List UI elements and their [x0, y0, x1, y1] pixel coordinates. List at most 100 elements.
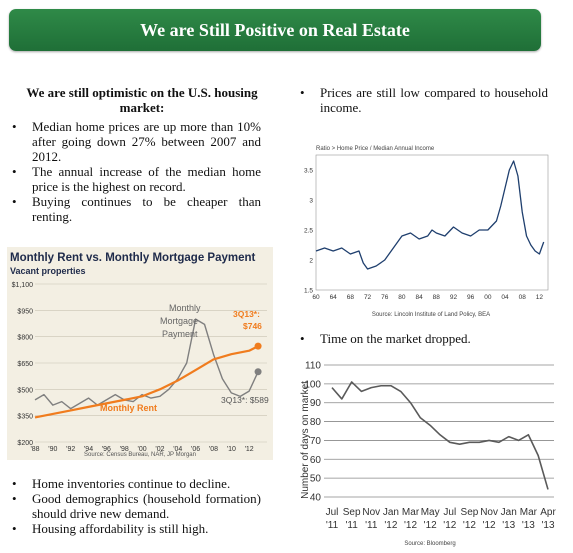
mortgage-series-line	[34, 318, 259, 410]
left-bullet-3: Buying continues to be cheaper than rent…	[8, 194, 261, 224]
x-tick-label: 72	[364, 294, 372, 301]
x-tick-month: May	[421, 507, 440, 518]
x-tick-year: '11	[326, 520, 339, 531]
y-tick-label: 90	[310, 398, 322, 409]
x-tick-label: 76	[381, 294, 389, 301]
right-bullet-1: Prices are still low compared to househo…	[296, 85, 548, 115]
left-bullet-1: Median home prices are up more than 10% …	[8, 119, 261, 164]
y-tick-label: $800	[17, 335, 33, 342]
x-tick-year: '12	[443, 520, 456, 531]
left-bullet-list: Median home prices are up more than 10% …	[8, 119, 261, 224]
x-tick-label: '98	[120, 446, 129, 453]
x-tick-label: '02	[155, 446, 164, 453]
y-tick-label: $1,100	[12, 282, 34, 289]
chart-subtitle: Vacant properties	[10, 266, 86, 276]
y-tick-label: 3	[309, 198, 313, 205]
x-tick-year: '13	[541, 520, 554, 531]
x-tick-month: Jul	[326, 507, 339, 518]
ratio-chart-source: Source: Lincoln Institute of Land Policy…	[372, 312, 490, 318]
x-tick-label: '06	[191, 446, 200, 453]
x-tick-year: '12	[463, 520, 476, 531]
days-y-axis-label: Number of days on market	[300, 381, 311, 499]
x-tick-label: '08	[209, 446, 218, 453]
x-tick-month: Nov	[480, 507, 498, 518]
y-tick-label: $650	[17, 361, 33, 368]
x-tick-label: 08	[519, 294, 527, 301]
left-bullet-list-2: Home inventories continue to decline.Goo…	[8, 476, 261, 536]
rent-series-line	[34, 345, 259, 419]
x-tick-label: 96	[467, 294, 475, 301]
y-tick-label: 1.5	[304, 288, 313, 295]
x-tick-month: Mar	[520, 507, 538, 518]
y-tick-label: 110	[305, 361, 321, 372]
x-tick-year: '11	[345, 520, 358, 531]
y-tick-label: $500	[17, 387, 33, 394]
banner-title: We are Still Positive on Real Estate	[140, 19, 410, 40]
rent-end-point	[254, 342, 262, 350]
left-bullet-lower-3: Housing affordability is still high.	[8, 521, 261, 536]
right-bullet-2: Time on the market dropped.	[296, 331, 548, 346]
y-tick-label: 70	[310, 436, 322, 447]
left-bullet-2: The annual increase of the median home p…	[8, 164, 261, 194]
y-tick-label: $200	[17, 440, 33, 447]
right-bullet-2-list: Time on the market dropped.	[296, 331, 548, 346]
days-series-line	[331, 381, 549, 490]
x-tick-year: '12	[404, 520, 417, 531]
x-tick-label: '10	[227, 446, 236, 453]
price-income-ratio-chart: Ratio > Home Price / Median Annual Incom…	[304, 146, 549, 318]
chart-title: Monthly Rent vs. Monthly Mortgage Paymen…	[10, 252, 256, 264]
x-tick-label: '90	[48, 446, 57, 453]
x-tick-label: 12	[536, 294, 544, 301]
x-tick-label: 92	[450, 294, 458, 301]
rent-annotation-label: 3Q13*:	[233, 309, 260, 319]
days-on-market-chart: Number of days on market 110 100 90 80 70 60 5…	[300, 361, 556, 548]
x-tick-month: Nov	[362, 507, 380, 518]
y-tick-label: 60	[310, 455, 322, 466]
x-tick-year: '13	[522, 520, 535, 531]
x-tick-label: 84	[415, 294, 423, 301]
x-tick-month: Jan	[501, 507, 517, 518]
right-bullet-1-list: Prices are still low compared to househo…	[296, 85, 548, 115]
ratio-chart-title: Ratio > Home Price / Median Annual Incom…	[316, 146, 435, 152]
chart-background	[7, 247, 273, 460]
x-tick-year: '13	[502, 520, 515, 531]
y-tick-label: $950	[17, 308, 33, 315]
x-tick-month: Jul	[443, 507, 456, 518]
rent-series-label: Monthly Rent	[100, 403, 157, 413]
x-tick-label: '96	[102, 446, 111, 453]
x-tick-label: 80	[398, 294, 406, 301]
mortgage-end-point	[254, 368, 262, 376]
x-tick-label: '00	[138, 446, 147, 453]
rent-annotation-value: $746	[243, 321, 262, 331]
x-tick-month: Mar	[402, 507, 420, 518]
mortgage-label-line1: Monthly	[169, 303, 201, 313]
y-tick-label: 80	[310, 417, 322, 428]
rent-vs-mortgage-chart: Monthly Rent vs. Monthly Mortgage Paymen…	[7, 247, 273, 460]
x-tick-year: '12	[483, 520, 496, 531]
x-tick-year: '11	[365, 520, 378, 531]
x-tick-label: 00	[484, 294, 492, 301]
x-tick-label: 64	[330, 294, 338, 301]
y-tick-label: 50	[310, 474, 322, 485]
x-tick-month: Jan	[383, 507, 399, 518]
y-tick-label: $350	[17, 414, 33, 421]
x-tick-month: Sep	[461, 507, 479, 518]
y-tick-label: 100	[304, 379, 321, 390]
x-tick-label: 60	[312, 294, 320, 301]
x-tick-label: '92	[66, 446, 75, 453]
ratio-series-line	[315, 160, 545, 270]
x-tick-label: 04	[501, 294, 509, 301]
left-bullet-lower-1: Home inventories continue to decline.	[8, 476, 261, 491]
y-tick-label: 2.5	[304, 228, 313, 235]
chart-source: Source: Census Bureau, NAR, JP Morgan	[84, 452, 196, 458]
x-tick-label: 68	[347, 294, 355, 301]
x-tick-label: '94	[84, 446, 93, 453]
x-tick-year: '12	[424, 520, 437, 531]
mortgage-label-line3: Payment	[162, 329, 198, 339]
x-tick-month: Apr	[540, 507, 556, 518]
mortgage-annotation: 3Q13*: $589	[221, 395, 269, 405]
left-heading: We are still optimistic on the U.S. hous…	[26, 85, 258, 115]
x-tick-label: 88	[433, 294, 441, 301]
x-tick-label: '12	[245, 446, 254, 453]
ratio-plot-frame	[315, 154, 549, 291]
